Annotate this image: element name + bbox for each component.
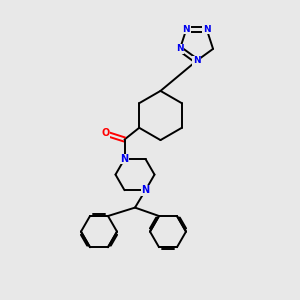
Text: N: N <box>120 154 129 164</box>
Text: O: O <box>101 128 110 139</box>
Text: N: N <box>182 25 190 34</box>
Text: N: N <box>176 44 184 53</box>
Text: N: N <box>203 25 211 34</box>
Text: N: N <box>193 56 200 65</box>
Text: N: N <box>141 185 150 195</box>
